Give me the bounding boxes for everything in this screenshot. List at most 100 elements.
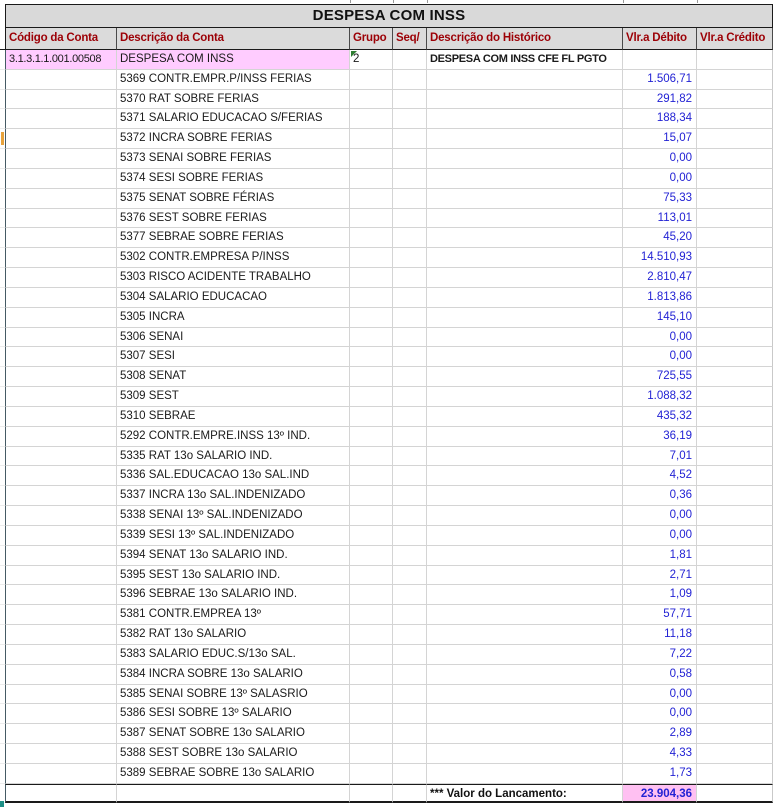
cell-descricao-da-conta[interactable]: 5377 SEBRAE SOBRE FERIAS (117, 228, 350, 249)
cell-grupo[interactable] (350, 367, 393, 388)
cell-vlr-a-credito[interactable] (697, 644, 773, 665)
cell-codigo-da-conta[interactable] (5, 168, 117, 189)
cell-vlr-a-debito[interactable]: 2,89 (623, 724, 697, 744)
cell-vlr-a-credito[interactable] (697, 743, 773, 764)
cell-grupo[interactable] (350, 426, 393, 447)
cell-grupo[interactable] (350, 743, 393, 764)
cell-grupo[interactable] (350, 248, 393, 269)
cell-codigo-da-conta[interactable] (5, 248, 117, 269)
cell-vlr-a-debito[interactable]: 0,00 (623, 525, 697, 546)
cell-vlr-a-debito[interactable]: 0,00 (623, 327, 697, 348)
cell-descricao-do-historico[interactable] (427, 327, 623, 348)
cell-seq[interactable] (393, 307, 427, 328)
cell-grupo[interactable] (350, 69, 393, 90)
cell-descricao-do-historico[interactable]: DESPESA COM INSS CFE FL PGTO (427, 50, 623, 70)
cell-grupo[interactable] (350, 307, 393, 328)
cell-vlr-a-debito[interactable]: 0,00 (623, 704, 697, 725)
cell-seq[interactable] (393, 406, 427, 427)
cell-descricao-da-conta[interactable]: 5395 SEST 13o SALARIO IND. (117, 565, 350, 586)
cell-seq[interactable] (393, 506, 427, 526)
cell-seq[interactable] (393, 228, 427, 249)
cell-vlr-a-debito[interactable]: 725,55 (623, 367, 697, 388)
cell-codigo-da-conta[interactable] (5, 307, 117, 328)
cell-seq[interactable] (393, 50, 427, 70)
cell-descricao-da-conta[interactable]: 5375 SENAT SOBRE FÉRIAS (117, 188, 350, 209)
cell-vlr-a-debito[interactable]: 15,07 (623, 129, 697, 150)
cell-descricao-do-historico[interactable] (427, 426, 623, 447)
cell-grupo[interactable] (350, 446, 393, 467)
cell-descricao-da-conta[interactable]: 5310 SEBRAE (117, 406, 350, 427)
column-header-seq[interactable]: Seq/ (393, 28, 427, 50)
cell-vlr-a-debito[interactable]: 0,00 (623, 347, 697, 368)
cell-vlr-a-credito[interactable] (697, 545, 773, 566)
cell-codigo-da-conta[interactable] (5, 704, 117, 725)
cell-seq[interactable] (393, 188, 427, 209)
cell-vlr-a-credito[interactable] (697, 684, 773, 705)
cell-descricao-do-historico[interactable] (427, 387, 623, 407)
cell-seq[interactable] (393, 387, 427, 407)
cell-descricao-da-conta[interactable]: 5304 SALARIO EDUCACAO (117, 287, 350, 308)
cell-codigo-da-conta[interactable] (5, 525, 117, 546)
cell-codigo-da-conta[interactable] (5, 684, 117, 705)
column-header-vlr-a-credito[interactable]: Vlr.a Crédito (697, 28, 773, 50)
cell-grupo[interactable] (350, 565, 393, 586)
cell-vlr-a-credito[interactable] (697, 585, 773, 606)
cell-grupo[interactable] (350, 486, 393, 507)
cell-descricao-da-conta[interactable]: 5308 SENAT (117, 367, 350, 388)
cell-descricao-do-historico[interactable]: *** Valor do Lancamento: (427, 783, 623, 804)
cell-seq[interactable] (393, 565, 427, 586)
cell-vlr-a-credito[interactable] (697, 168, 773, 189)
cell-vlr-a-credito[interactable] (697, 367, 773, 388)
cell-descricao-do-historico[interactable] (427, 763, 623, 784)
cell-vlr-a-credito[interactable] (697, 188, 773, 209)
cell-grupo[interactable] (350, 89, 393, 110)
cell-descricao-da-conta[interactable]: 5369 CONTR.EMPR.P/INSS FERIAS (117, 69, 350, 90)
cell-grupo[interactable] (350, 268, 393, 288)
cell-vlr-a-credito[interactable] (697, 724, 773, 744)
column-header-descricao-da-conta[interactable]: Descrição da Conta (117, 28, 350, 50)
cell-descricao-da-conta[interactable]: 5394 SENAT 13o SALARIO IND. (117, 545, 350, 566)
cell-descricao-do-historico[interactable] (427, 268, 623, 288)
cell-vlr-a-credito[interactable] (697, 426, 773, 447)
cell-descricao-do-historico[interactable] (427, 664, 623, 685)
cell-vlr-a-credito[interactable] (697, 307, 773, 328)
cell-codigo-da-conta[interactable] (5, 367, 117, 388)
cell-vlr-a-debito[interactable]: 75,33 (623, 188, 697, 209)
cell-grupo[interactable] (350, 188, 393, 209)
cell-codigo-da-conta[interactable] (5, 605, 117, 626)
cell-vlr-a-credito[interactable] (697, 69, 773, 90)
cell-vlr-a-debito[interactable]: 2.810,47 (623, 268, 697, 288)
cell-descricao-do-historico[interactable] (427, 228, 623, 249)
cell-seq[interactable] (393, 486, 427, 507)
cell-descricao-do-historico[interactable] (427, 525, 623, 546)
cell-descricao-da-conta[interactable]: 5306 SENAI (117, 327, 350, 348)
cell-vlr-a-debito[interactable]: 4,33 (623, 743, 697, 764)
cell-grupo[interactable] (350, 664, 393, 685)
column-header-codigo-da-conta[interactable]: Código da Conta (5, 28, 117, 50)
cell-vlr-a-credito[interactable] (697, 525, 773, 546)
cell-vlr-a-debito[interactable] (623, 50, 697, 70)
cell-vlr-a-credito[interactable] (697, 149, 773, 169)
cell-descricao-da-conta[interactable]: 5386 SESI SOBRE 13º SALARIO (117, 704, 350, 725)
cell-descricao-do-historico[interactable] (427, 347, 623, 368)
cell-grupo[interactable] (350, 763, 393, 784)
cell-vlr-a-credito[interactable] (697, 704, 773, 725)
cell-descricao-da-conta[interactable]: 5370 RAT SOBRE FERIAS (117, 89, 350, 110)
cell-grupo[interactable] (350, 387, 393, 407)
cell-descricao-do-historico[interactable] (427, 129, 623, 150)
cell-codigo-da-conta[interactable] (5, 783, 117, 804)
cell-seq[interactable] (393, 724, 427, 744)
cell-descricao-da-conta[interactable]: 5307 SESI (117, 347, 350, 368)
cell-vlr-a-credito[interactable] (697, 89, 773, 110)
cell-descricao-da-conta[interactable]: 5302 CONTR.EMPRESA P/INSS (117, 248, 350, 269)
cell-vlr-a-debito[interactable]: 0,58 (623, 664, 697, 685)
column-header-descricao-do-historico[interactable]: Descrição do Histórico (427, 28, 623, 50)
cell-vlr-a-debito[interactable]: 36,19 (623, 426, 697, 447)
cell-grupo[interactable] (350, 149, 393, 169)
cell-codigo-da-conta[interactable] (5, 406, 117, 427)
cell-vlr-a-credito[interactable] (697, 347, 773, 368)
cell-codigo-da-conta[interactable] (5, 426, 117, 447)
cell-codigo-da-conta[interactable] (5, 724, 117, 744)
cell-descricao-do-historico[interactable] (427, 367, 623, 388)
cell-descricao-do-historico[interactable] (427, 406, 623, 427)
